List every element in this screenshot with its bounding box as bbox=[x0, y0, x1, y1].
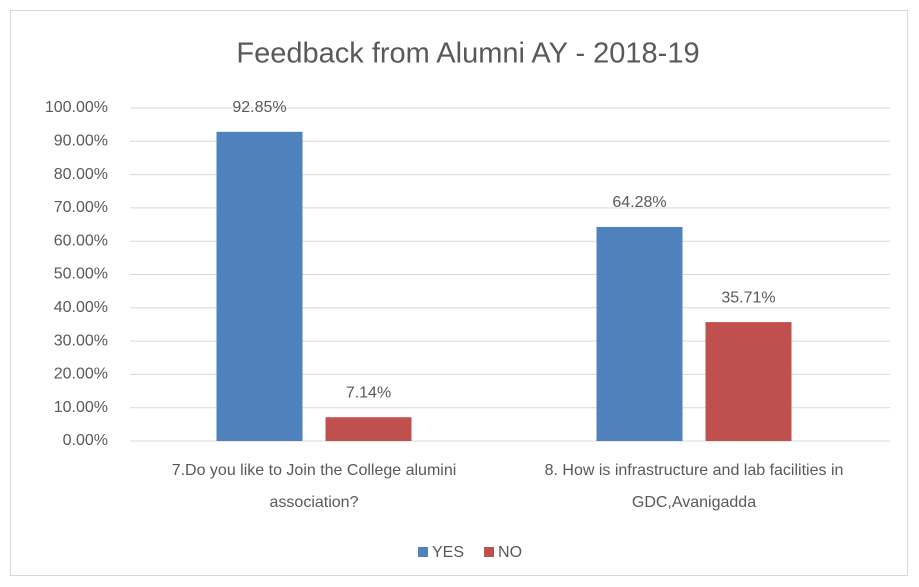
data-label: 7.14% bbox=[346, 384, 391, 401]
y-tick-label: 80.00% bbox=[54, 166, 108, 183]
chart-title: Feedback from Alumni AY - 2018-19 bbox=[236, 38, 699, 70]
data-label: 92.85% bbox=[232, 99, 286, 116]
y-tick-label: 90.00% bbox=[54, 133, 108, 150]
legend-swatch bbox=[484, 547, 495, 557]
y-tick-label: 70.00% bbox=[54, 199, 108, 216]
y-tick-label: 40.00% bbox=[54, 299, 108, 316]
y-tick-label: 60.00% bbox=[54, 232, 108, 249]
y-tick-label: 20.00% bbox=[54, 366, 108, 383]
bar bbox=[216, 131, 303, 441]
x-tick-label: 7.Do you like to Join the College alumin… bbox=[171, 462, 457, 511]
y-tick-label: 0.00% bbox=[63, 432, 108, 449]
y-tick-label: 10.00% bbox=[54, 399, 108, 416]
bar bbox=[705, 322, 792, 441]
legend-swatch bbox=[418, 547, 428, 557]
bar bbox=[596, 226, 683, 441]
chart-border bbox=[10, 10, 908, 576]
legend-label: YES bbox=[432, 544, 464, 561]
y-tick-label: 30.00% bbox=[54, 332, 108, 349]
x-tick-label: 8. How is infrastructure and lab facilit… bbox=[544, 462, 844, 511]
legend-label: NO bbox=[498, 544, 522, 561]
y-tick-label: 100.00% bbox=[45, 99, 108, 116]
bar bbox=[325, 417, 412, 441]
y-tick-label: 50.00% bbox=[54, 266, 108, 283]
data-label: 64.28% bbox=[612, 194, 666, 211]
data-label: 35.71% bbox=[721, 289, 775, 306]
